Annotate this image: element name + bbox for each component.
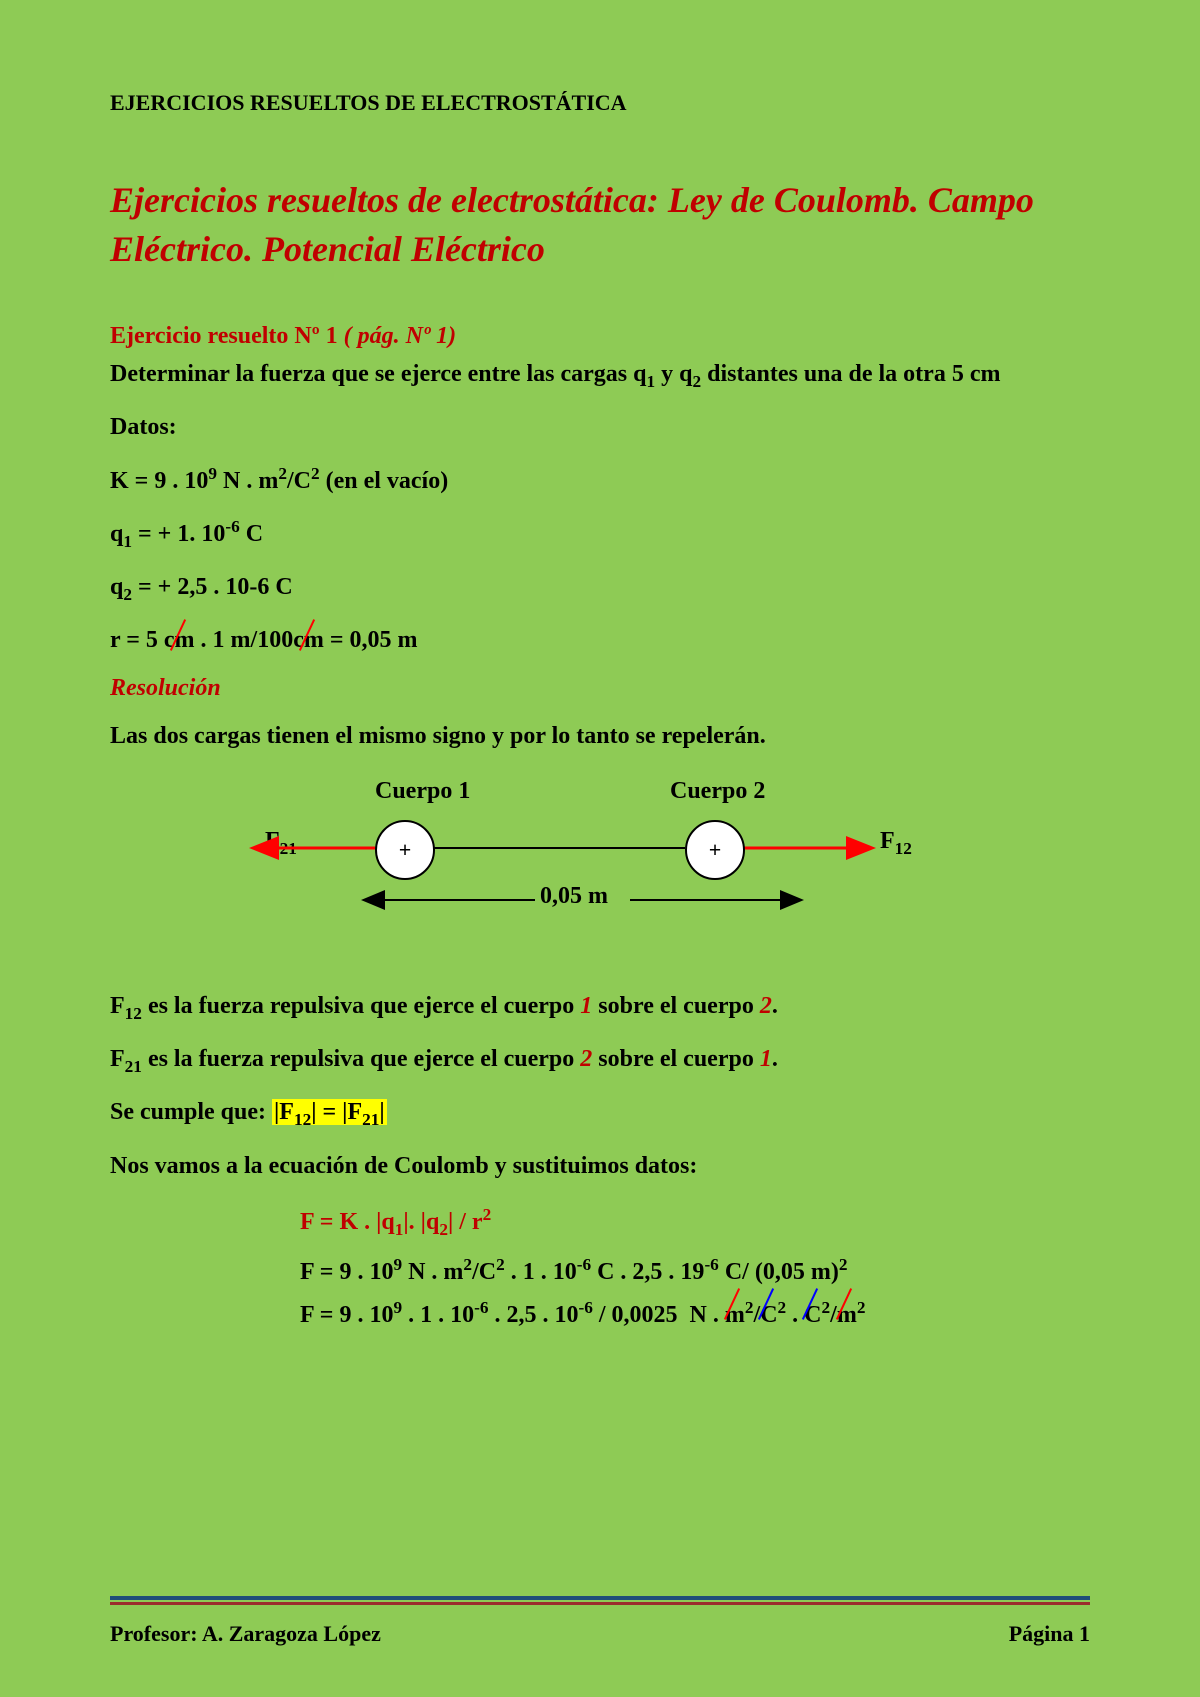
data-r: r = 5 cm . 1 m/100cm = 0,05 m (110, 624, 1090, 656)
equation-block: F = K . |q1|. |q2| / r2 F = 9 . 109 N . … (300, 1200, 1090, 1336)
data-k: K = 9 . 109 N . m2/C2 (en el vacío) (110, 462, 1090, 497)
footer-rule (110, 1596, 1090, 1607)
explain-f21: F21 es la fuerza repulsiva que ejerce el… (110, 1043, 1090, 1078)
footer: Profesor: A. Zaragoza López Página 1 (110, 1621, 1090, 1647)
page-header: EJERCICIOS RESUELTOS DE ELECTROSTÁTICA (110, 90, 1090, 116)
eq-line-2: F = 9 . 109 . 1 . 10-6 . 2,5 . 10-6 / 0,… (300, 1293, 1090, 1336)
resolucion-label: Resolución (110, 675, 1090, 702)
page-title: Ejercicios resueltos de electrostática: … (110, 176, 1090, 273)
diagram-circle-2: + (685, 820, 745, 880)
explain-f12: F12 es la fuerza repulsiva que ejerce el… (110, 990, 1090, 1025)
exercise-label: Ejercicio resuelto Nº 1 ( pág. Nº 1) (110, 323, 1090, 350)
footer-left: Profesor: A. Zaragoza López (110, 1621, 381, 1647)
force-diagram: Cuerpo 1 Cuerpo 2 F21 F12 + (110, 770, 1090, 940)
cumple-line: Se cumple que: |F12| = |F21| (110, 1096, 1090, 1131)
cumple-highlight: |F12| = |F21| (272, 1099, 387, 1125)
coulomb-intro: Nos vamos a la ecuación de Coulomb y sus… (110, 1150, 1090, 1182)
footer-right: Página 1 (1009, 1621, 1090, 1647)
arrow-left-icon (110, 770, 1010, 940)
repel-line: Las dos cargas tienen el mismo signo y p… (110, 720, 1090, 752)
diagram-distance-label: 0,05 m (540, 883, 608, 910)
eq-line-1: F = 9 . 109 N . m2/C2 . 1 . 10-6 C . 2,5… (300, 1250, 1090, 1293)
exercise-statement: Determinar la fuerza que se ejerce entre… (110, 358, 1090, 393)
datos-label: Datos: (110, 411, 1090, 443)
diagram-circle-1: + (375, 820, 435, 880)
data-q1: q1 = + 1. 10-6 C (110, 515, 1090, 553)
exercise-label-ital: ( pág. Nº 1) (338, 323, 457, 349)
formula-red: F = K . |q1|. |q2| / r2 (300, 1200, 1090, 1244)
data-q2: q2 = + 2,5 . 10-6 C (110, 571, 1090, 606)
exercise-label-red: Ejercicio resuelto Nº 1 (110, 323, 338, 349)
cumple-pre: Se cumple que: (110, 1099, 272, 1125)
